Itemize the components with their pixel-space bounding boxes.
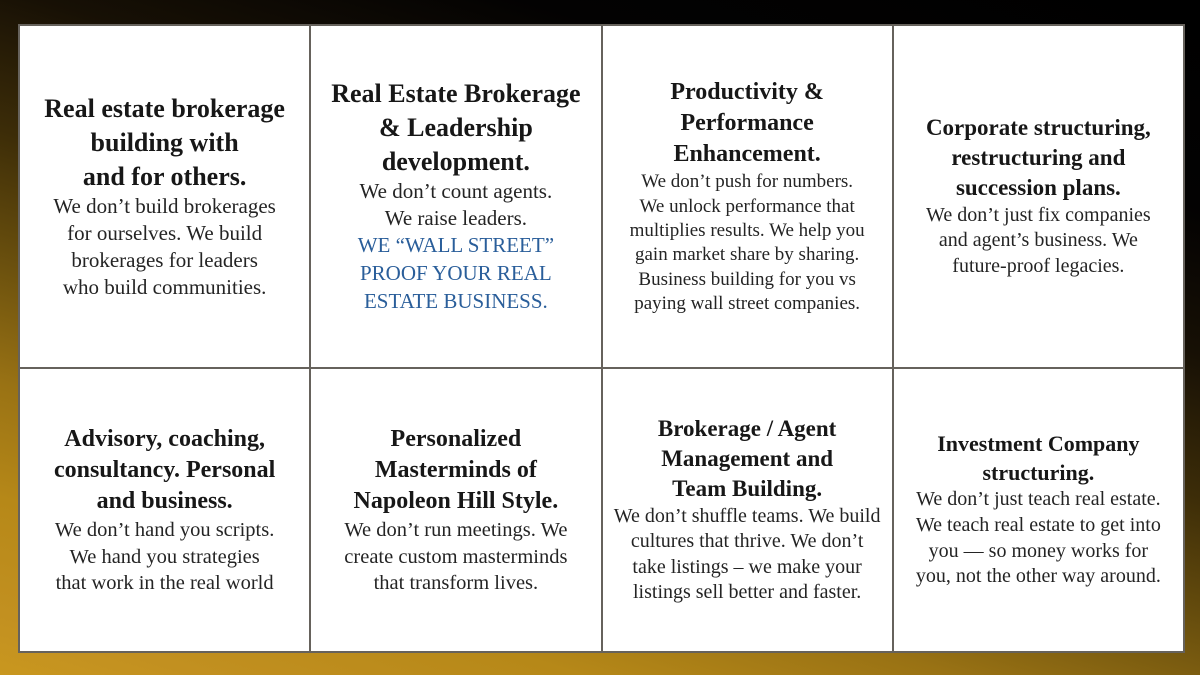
card-heading: Personalized Masterminds of Napoleon Hil… xyxy=(353,425,559,515)
service-card-brokerage-building: Real estate brokerage building with and … xyxy=(20,26,310,367)
service-card-personalized-masterminds: Personalized Masterminds of Napoleon Hil… xyxy=(311,368,601,651)
card-body: We don’t hand you scripts. We hand you s… xyxy=(54,519,275,594)
card-body: We don’t build brokerages for ourselves.… xyxy=(53,194,276,300)
card-heading: Real estate brokerage building with and … xyxy=(44,94,285,191)
card-highlight: WE “WALL STREET” PROOF YOUR REAL ESTATE … xyxy=(357,233,555,313)
service-card-advisory-coaching: Advisory, coaching, consultancy. Persona… xyxy=(20,368,310,651)
card-body: We don’t count agents. We raise leaders. xyxy=(359,179,553,231)
service-card-investment-structuring: Investment Company structuring. We don’t… xyxy=(893,368,1183,651)
card-heading: Corporate structuring, restructuring and… xyxy=(925,115,1151,200)
services-table: Real estate brokerage building with and … xyxy=(18,24,1185,653)
card-body: We don’t run meetings. We create custom … xyxy=(344,519,568,594)
service-card-productivity-performance: Productivity & Performance Enhancement. … xyxy=(602,26,892,367)
card-body: We don’t push for numbers. We unlock per… xyxy=(629,171,865,314)
card-heading: Productivity & Performance Enhancement. xyxy=(670,78,824,168)
card-heading: Real Estate Brokerage & Leadership devel… xyxy=(331,78,581,176)
card-body: We don’t just teach real estate. We teac… xyxy=(915,488,1161,588)
card-heading: Brokerage / Agent Management and Team Bu… xyxy=(657,415,837,501)
service-card-corporate-structuring: Corporate structuring, restructuring and… xyxy=(893,26,1183,367)
card-body: We don’t shuffle teams. We build culture… xyxy=(613,504,881,604)
card-heading: Advisory, coaching, consultancy. Persona… xyxy=(53,425,276,515)
card-body: We don’t just fix companies and agent’s … xyxy=(926,203,1151,278)
service-card-agent-management: Brokerage / Agent Management and Team Bu… xyxy=(602,368,892,651)
service-card-leadership-development: Real Estate Brokerage & Leadership devel… xyxy=(311,26,601,367)
card-heading: Investment Company structuring. xyxy=(937,431,1140,485)
